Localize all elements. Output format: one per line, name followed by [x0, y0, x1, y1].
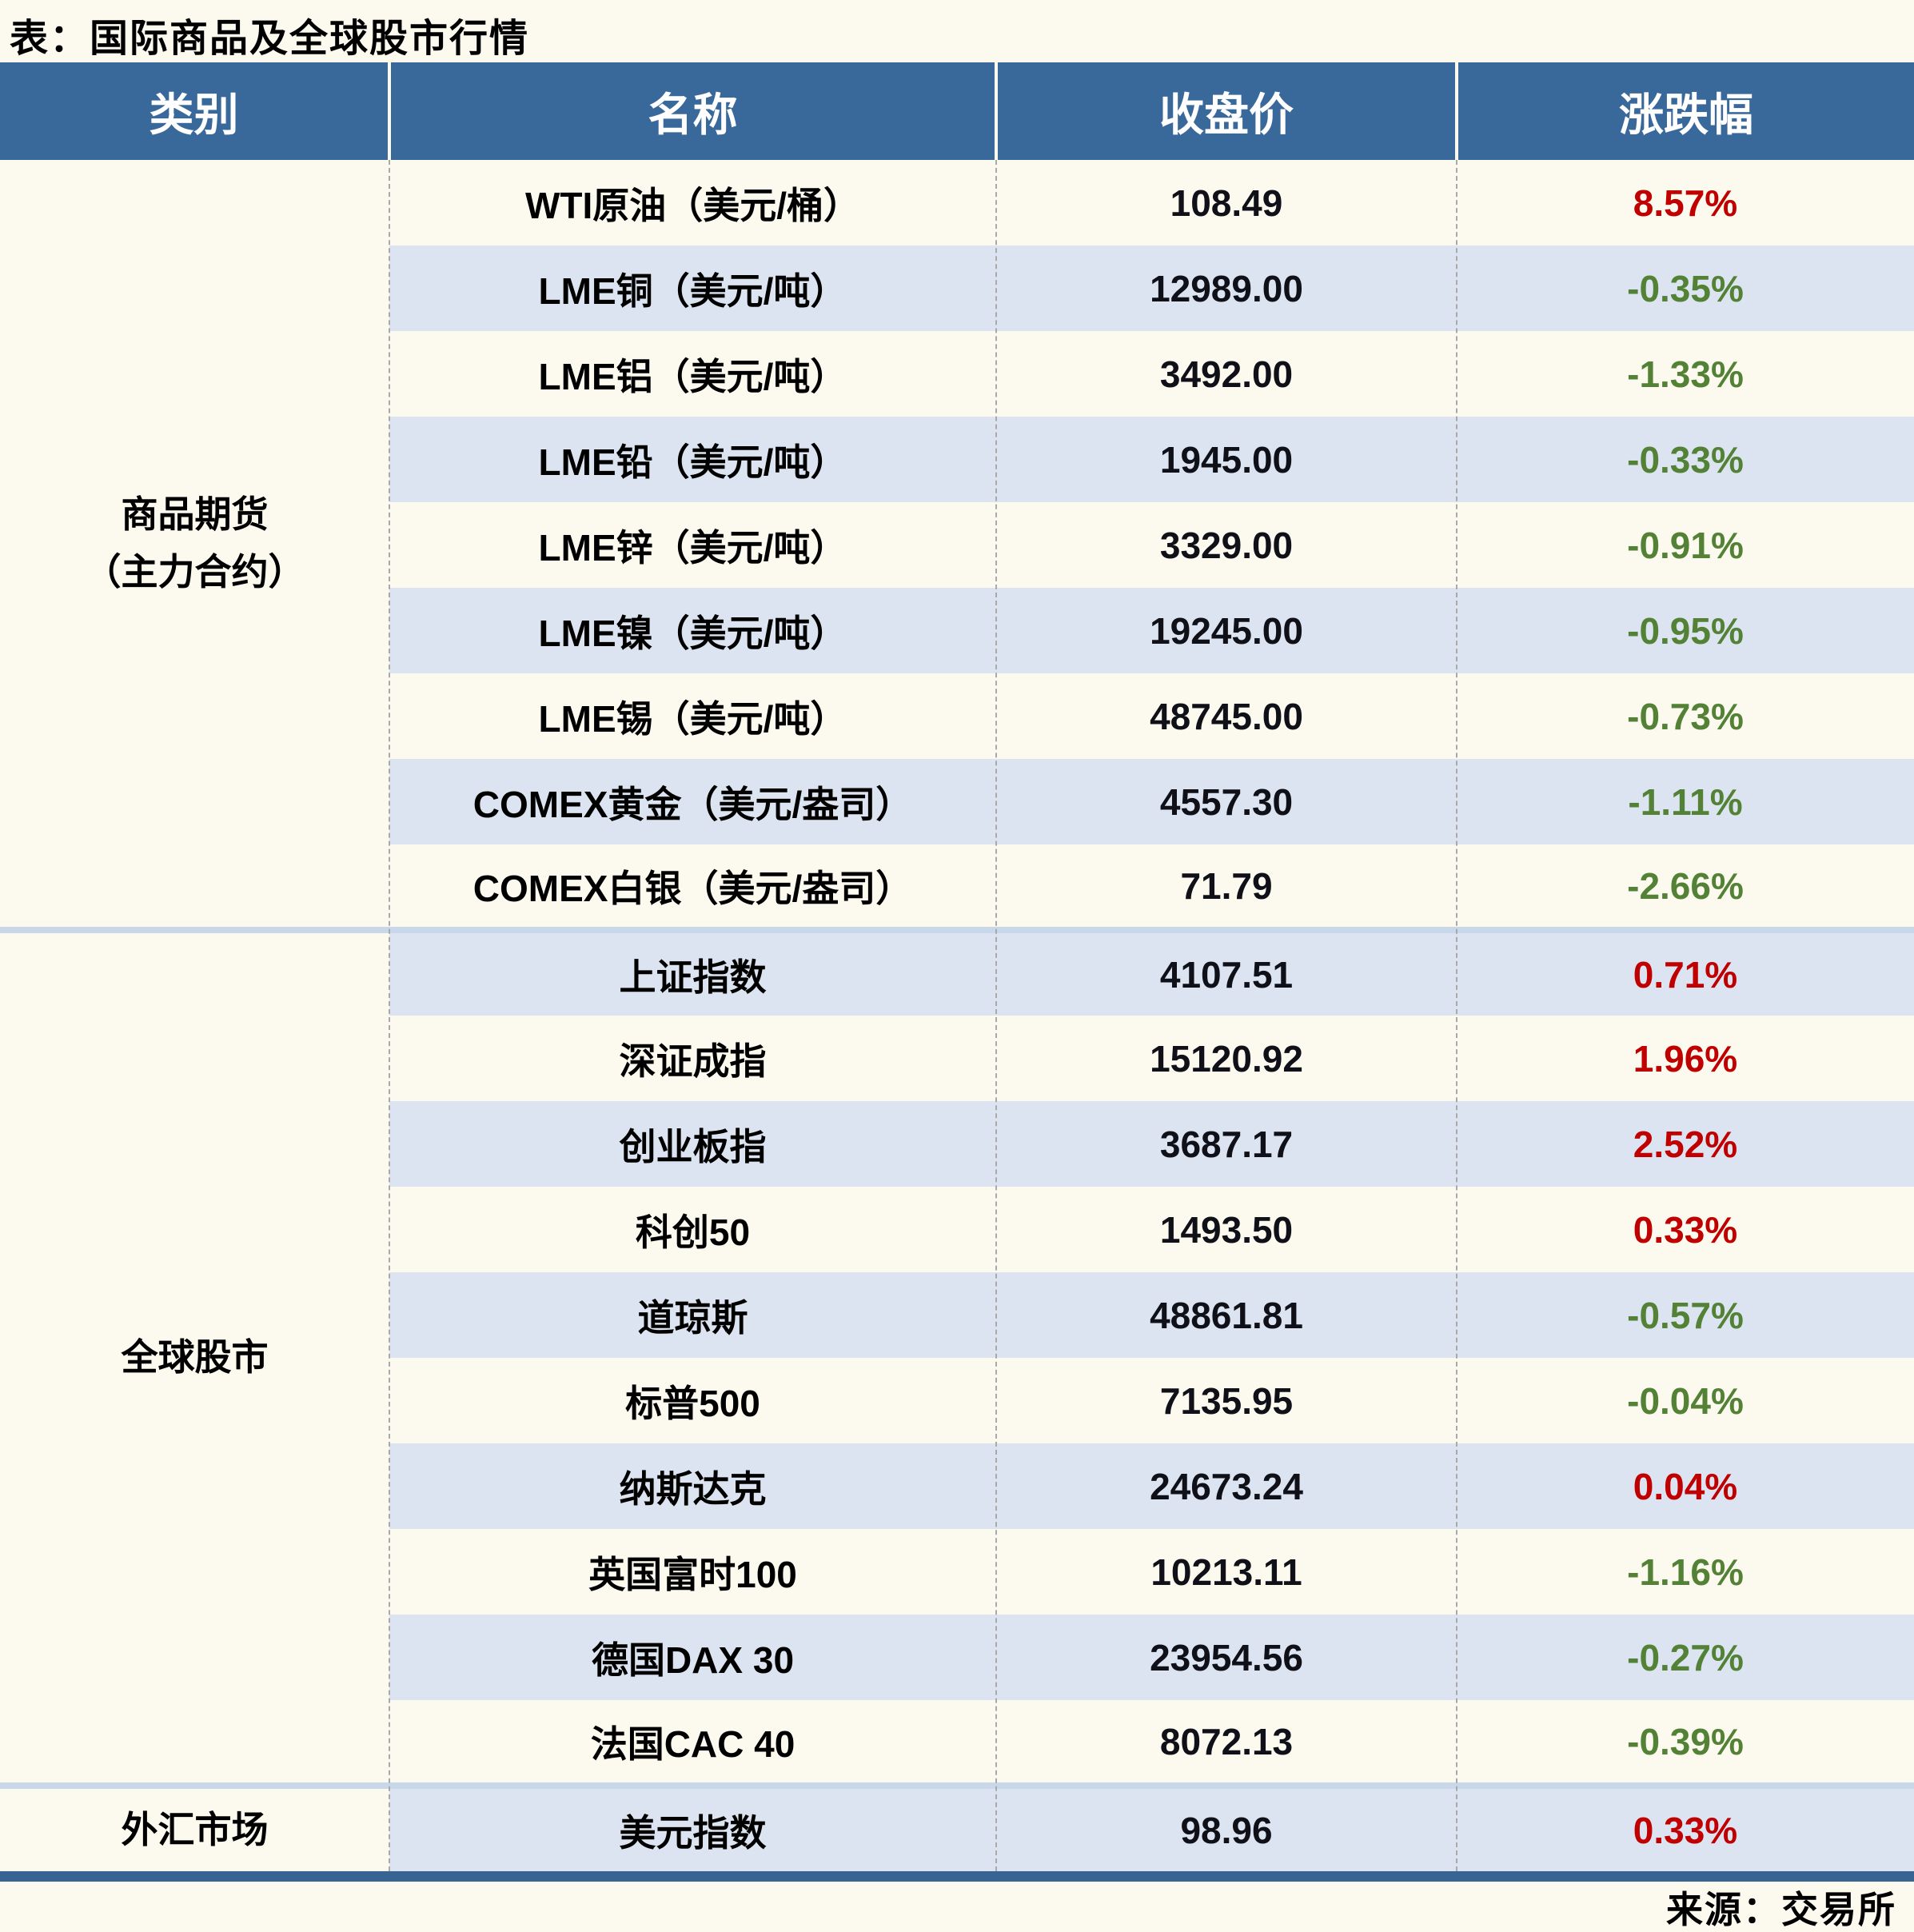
table-row: 深证成指 15120.92 1.96%: [0, 1016, 1914, 1101]
header-name: 名称: [388, 62, 996, 160]
change-cell: -0.91%: [1627, 524, 1744, 566]
table-row: COMEX黄金（美元/盎司） 4557.30 -1.11%: [0, 759, 1914, 844]
close-cell: 3492.00: [1159, 353, 1294, 395]
name-cell: LME镍（美元/吨）: [389, 588, 996, 673]
close-cell: 12989.00: [996, 245, 1457, 331]
header-close-price: 收盘价: [995, 62, 1457, 160]
change-cell: 8.57%: [1633, 182, 1738, 224]
change-cell: 1.96%: [1633, 1037, 1738, 1080]
table-bottom-border: [0, 1871, 1914, 1882]
name-cell: LME锌（美元/吨）: [538, 526, 847, 569]
category-label-line: 外汇市场: [121, 1808, 269, 1850]
table-row: 纳斯达克 24673.24 0.04%: [0, 1443, 1914, 1529]
category-cell: 商品期货 （主力合约）: [0, 160, 389, 930]
change-cell: -0.35%: [1457, 245, 1914, 331]
name-cell: COMEX白银（美元/盎司）: [473, 867, 913, 909]
category-label-line: 全球股市: [121, 1336, 269, 1379]
close-cell: 108.49: [1170, 182, 1283, 224]
close-cell: 7135.95: [1159, 1379, 1294, 1422]
name-cell: WTI原油（美元/桶）: [524, 184, 861, 226]
name-cell: 科创50: [635, 1211, 751, 1253]
name-cell: 创业板指: [389, 1101, 996, 1187]
close-cell: 98.96: [996, 1782, 1457, 1871]
header-category: 类别: [0, 62, 389, 160]
name-cell: 美元指数: [389, 1782, 996, 1871]
change-cell: -0.04%: [1627, 1379, 1744, 1422]
close-cell: 48745.00: [1150, 695, 1303, 737]
header-row: 类别 名称 收盘价 涨跌幅: [0, 62, 1914, 160]
change-cell: -0.57%: [1457, 1272, 1914, 1358]
close-cell: 71.79: [1180, 864, 1273, 907]
name-cell: LME锡（美元/吨）: [538, 697, 847, 740]
table-row: LME铜（美元/吨） 12989.00 -0.35%: [0, 245, 1914, 331]
change-cell: 0.33%: [1633, 1208, 1738, 1251]
name-cell: 英国富时100: [588, 1553, 797, 1595]
category-label-line: （主力合约）: [84, 550, 305, 593]
change-cell: -0.95%: [1457, 588, 1914, 673]
name-cell: 标普500: [625, 1382, 760, 1424]
change-cell: 0.33%: [1457, 1782, 1914, 1871]
close-cell: 23954.56: [996, 1615, 1457, 1700]
table-row: 英国富时100 10213.11 -1.16%: [0, 1529, 1914, 1615]
name-cell: 纳斯达克: [389, 1443, 996, 1529]
change-cell: 0.71%: [1457, 927, 1914, 1016]
table-row: 德国DAX 30 23954.56 -0.27%: [0, 1615, 1914, 1700]
table-row: 外汇市场 美元指数 98.96 0.33%: [0, 1782, 1914, 1871]
close-cell: 1493.50: [1159, 1208, 1294, 1251]
category-label-line: 商品期货: [121, 493, 269, 536]
table-row: LME铅（美元/吨） 1945.00 -0.33%: [0, 417, 1914, 502]
name-cell: COMEX黄金（美元/盎司）: [389, 759, 996, 844]
close-cell: 4557.30: [996, 759, 1457, 844]
change-cell: 0.04%: [1457, 1443, 1914, 1529]
change-cell: -0.27%: [1457, 1615, 1914, 1700]
category-cell: 外汇市场: [0, 1782, 389, 1871]
close-cell: 3687.17: [996, 1101, 1457, 1187]
change-cell: -0.33%: [1457, 417, 1914, 502]
close-cell: 4107.51: [996, 927, 1457, 1016]
table-row: 标普500 7135.95 -0.04%: [0, 1358, 1914, 1443]
table-row: 创业板指 3687.17 2.52%: [0, 1101, 1914, 1187]
table-row: LME锌（美元/吨） 3329.00 -0.91%: [0, 502, 1914, 588]
header-change: 涨跌幅: [1455, 62, 1914, 160]
table-row: COMEX白银（美元/盎司） 71.79 -2.66%: [0, 844, 1914, 930]
change-cell: -2.66%: [1627, 864, 1744, 907]
close-cell: 19245.00: [996, 588, 1457, 673]
table-row: LME锡（美元/吨） 48745.00 -0.73%: [0, 673, 1914, 759]
name-cell: LME铝（美元/吨）: [538, 355, 847, 397]
change-cell: 2.52%: [1457, 1101, 1914, 1187]
table-title: 表：国际商品及全球股市行情: [10, 18, 530, 60]
table-row: LME铝（美元/吨） 3492.00 -1.33%: [0, 331, 1914, 417]
table-body: 商品期货 （主力合约） WTI原油（美元/桶） 108.49 8.57% LME铜（美元/…: [0, 160, 1914, 1871]
table-row: 道琼斯 48861.81 -0.57%: [0, 1272, 1914, 1358]
table-header: 类别 名称 收盘价 涨跌幅: [0, 62, 1914, 160]
name-cell: 上证指数: [389, 927, 996, 1016]
close-cell: 8072.13: [1159, 1720, 1294, 1762]
market-quotes-table: 类别 名称 收盘价 涨跌幅 商品期货 （主力合约） WTI原油（美元/桶） 108.4…: [0, 62, 1914, 1871]
close-cell: 24673.24: [996, 1443, 1457, 1529]
table-row: 商品期货 （主力合约） WTI原油（美元/桶） 108.49 8.57%: [0, 160, 1914, 930]
change-cell: -1.11%: [1457, 759, 1914, 844]
change-cell: -1.16%: [1627, 1551, 1744, 1593]
category-cell: 全球股市: [0, 927, 389, 1786]
name-cell: 深证成指: [619, 1040, 767, 1082]
close-cell: 48861.81: [996, 1272, 1457, 1358]
close-cell: 3329.00: [1159, 524, 1294, 566]
name-cell: 德国DAX 30: [389, 1615, 996, 1700]
close-cell: 10213.11: [1150, 1551, 1302, 1593]
name-cell: 法国CAC 40: [590, 1722, 796, 1765]
table-row: LME镍（美元/吨） 19245.00 -0.95%: [0, 588, 1914, 673]
name-cell: LME铜（美元/吨）: [389, 245, 996, 331]
table-row: 科创50 1493.50 0.33%: [0, 1187, 1914, 1272]
table-row: 全球股市 上证指数 4107.51 0.71%: [0, 927, 1914, 1786]
name-cell: LME铅（美元/吨）: [389, 417, 996, 502]
close-cell: 1945.00: [996, 417, 1457, 502]
close-cell: 15120.92: [1150, 1037, 1303, 1080]
change-cell: -1.33%: [1627, 353, 1744, 395]
name-cell: 道琼斯: [389, 1272, 996, 1358]
table-row: 法国CAC 40 8072.13 -0.39%: [0, 1700, 1914, 1786]
source-note: 来源：交易所: [1666, 1889, 1896, 1930]
change-cell: -0.73%: [1627, 695, 1744, 737]
change-cell: -0.39%: [1627, 1720, 1744, 1762]
